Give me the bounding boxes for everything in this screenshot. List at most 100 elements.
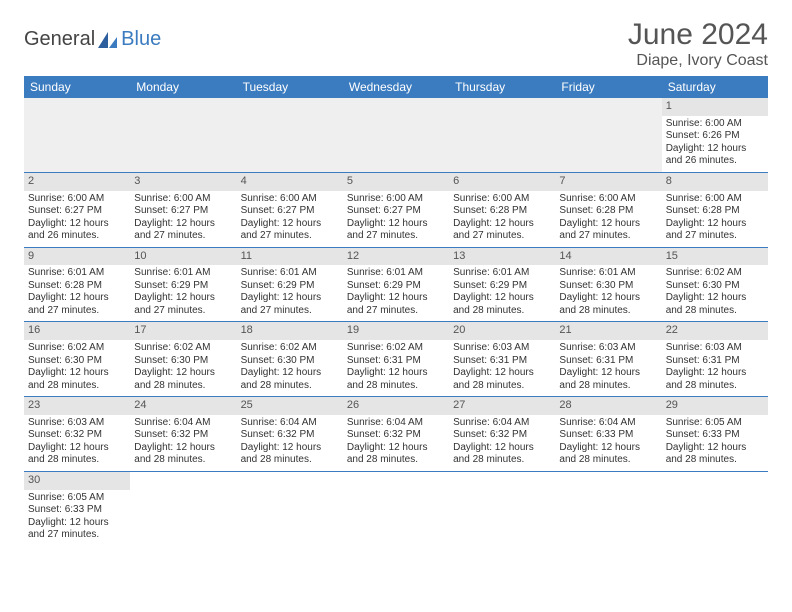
calendar-cell: 10Sunrise: 6:01 AMSunset: 6:29 PMDayligh… (130, 247, 236, 322)
sunrise-text: Sunrise: 6:00 AM (666, 118, 764, 131)
day-number: 29 (662, 397, 768, 415)
sunrise-text: Sunrise: 6:01 AM (28, 267, 126, 280)
calendar-cell-empty (24, 98, 130, 172)
daylight-text: and 27 minutes. (28, 529, 126, 542)
daylight-text: and 28 minutes. (241, 380, 339, 393)
sunset-text: Sunset: 6:33 PM (28, 504, 126, 517)
daylight-text: and 28 minutes. (347, 380, 445, 393)
page-subtitle: Diape, Ivory Coast (628, 52, 768, 70)
calendar-cell: 7Sunrise: 6:00 AMSunset: 6:28 PMDaylight… (555, 172, 661, 247)
calendar-row: 16Sunrise: 6:02 AMSunset: 6:30 PMDayligh… (24, 322, 768, 397)
day-number: 30 (24, 472, 130, 490)
sunrise-text: Sunrise: 6:04 AM (559, 417, 657, 430)
sunrise-text: Sunrise: 6:02 AM (347, 342, 445, 355)
sunset-text: Sunset: 6:26 PM (666, 130, 764, 143)
daylight-text: and 28 minutes. (134, 380, 232, 393)
calendar-cell-empty (662, 471, 768, 545)
daylight-text: Daylight: 12 hours (241, 442, 339, 455)
calendar-cell: 23Sunrise: 6:03 AMSunset: 6:32 PMDayligh… (24, 397, 130, 472)
daylight-text: Daylight: 12 hours (241, 292, 339, 305)
daylight-text: and 28 minutes. (347, 454, 445, 467)
sail-icon (97, 31, 119, 49)
sunset-text: Sunset: 6:29 PM (347, 280, 445, 293)
daylight-text: Daylight: 12 hours (666, 218, 764, 231)
sunset-text: Sunset: 6:30 PM (134, 355, 232, 368)
calendar-cell: 3Sunrise: 6:00 AMSunset: 6:27 PMDaylight… (130, 172, 236, 247)
sunset-text: Sunset: 6:31 PM (666, 355, 764, 368)
sunrise-text: Sunrise: 6:00 AM (453, 193, 551, 206)
sunset-text: Sunset: 6:31 PM (453, 355, 551, 368)
day-number: 28 (555, 397, 661, 415)
sunrise-text: Sunrise: 6:00 AM (134, 193, 232, 206)
daylight-text: Daylight: 12 hours (666, 367, 764, 380)
day-number: 22 (662, 322, 768, 340)
calendar-cell: 25Sunrise: 6:04 AMSunset: 6:32 PMDayligh… (237, 397, 343, 472)
sunset-text: Sunset: 6:33 PM (666, 429, 764, 442)
sunset-text: Sunset: 6:30 PM (28, 355, 126, 368)
daylight-text: Daylight: 12 hours (28, 442, 126, 455)
sunrise-text: Sunrise: 6:04 AM (134, 417, 232, 430)
daylight-text: and 27 minutes. (28, 305, 126, 318)
brand-logo: General Blue (24, 28, 161, 51)
calendar-cell: 12Sunrise: 6:01 AMSunset: 6:29 PMDayligh… (343, 247, 449, 322)
weekday-header: Thursday (449, 76, 555, 98)
header: General Blue June 2024 Diape, Ivory Coas… (24, 18, 768, 70)
sunrise-text: Sunrise: 6:05 AM (28, 492, 126, 505)
daylight-text: Daylight: 12 hours (347, 292, 445, 305)
daylight-text: and 27 minutes. (559, 230, 657, 243)
daylight-text: Daylight: 12 hours (347, 442, 445, 455)
sunset-text: Sunset: 6:27 PM (28, 205, 126, 218)
sunrise-text: Sunrise: 6:03 AM (453, 342, 551, 355)
calendar-cell: 16Sunrise: 6:02 AMSunset: 6:30 PMDayligh… (24, 322, 130, 397)
daylight-text: Daylight: 12 hours (559, 292, 657, 305)
sunrise-text: Sunrise: 6:00 AM (347, 193, 445, 206)
day-number: 24 (130, 397, 236, 415)
calendar-cell: 19Sunrise: 6:02 AMSunset: 6:31 PMDayligh… (343, 322, 449, 397)
calendar-cell: 14Sunrise: 6:01 AMSunset: 6:30 PMDayligh… (555, 247, 661, 322)
day-number: 26 (343, 397, 449, 415)
day-number: 3 (130, 173, 236, 191)
calendar-cell: 26Sunrise: 6:04 AMSunset: 6:32 PMDayligh… (343, 397, 449, 472)
daylight-text: Daylight: 12 hours (347, 218, 445, 231)
calendar-cell: 9Sunrise: 6:01 AMSunset: 6:28 PMDaylight… (24, 247, 130, 322)
daylight-text: Daylight: 12 hours (134, 218, 232, 231)
sunrise-text: Sunrise: 6:01 AM (453, 267, 551, 280)
calendar-row: 2Sunrise: 6:00 AMSunset: 6:27 PMDaylight… (24, 172, 768, 247)
sunrise-text: Sunrise: 6:01 AM (241, 267, 339, 280)
daylight-text: and 28 minutes. (134, 454, 232, 467)
calendar-cell: 2Sunrise: 6:00 AMSunset: 6:27 PMDaylight… (24, 172, 130, 247)
sunset-text: Sunset: 6:28 PM (453, 205, 551, 218)
day-number: 10 (130, 248, 236, 266)
daylight-text: Daylight: 12 hours (28, 218, 126, 231)
sunset-text: Sunset: 6:29 PM (241, 280, 339, 293)
weekday-header: Monday (130, 76, 236, 98)
calendar-cell-empty (449, 471, 555, 545)
daylight-text: and 27 minutes. (453, 230, 551, 243)
day-number: 4 (237, 173, 343, 191)
brand-blue: Blue (121, 28, 161, 51)
daylight-text: and 28 minutes. (28, 454, 126, 467)
sunrise-text: Sunrise: 6:02 AM (134, 342, 232, 355)
calendar-row: 1Sunrise: 6:00 AMSunset: 6:26 PMDaylight… (24, 98, 768, 172)
calendar-cell-empty (130, 98, 236, 172)
sunset-text: Sunset: 6:33 PM (559, 429, 657, 442)
sunset-text: Sunset: 6:32 PM (347, 429, 445, 442)
day-number: 13 (449, 248, 555, 266)
sunrise-text: Sunrise: 6:01 AM (134, 267, 232, 280)
daylight-text: and 27 minutes. (241, 305, 339, 318)
day-number: 7 (555, 173, 661, 191)
sunset-text: Sunset: 6:31 PM (347, 355, 445, 368)
sunrise-text: Sunrise: 6:03 AM (666, 342, 764, 355)
day-number: 14 (555, 248, 661, 266)
daylight-text: and 28 minutes. (453, 305, 551, 318)
calendar-cell: 8Sunrise: 6:00 AMSunset: 6:28 PMDaylight… (662, 172, 768, 247)
calendar-cell: 17Sunrise: 6:02 AMSunset: 6:30 PMDayligh… (130, 322, 236, 397)
daylight-text: Daylight: 12 hours (666, 292, 764, 305)
sunrise-text: Sunrise: 6:04 AM (241, 417, 339, 430)
day-number: 18 (237, 322, 343, 340)
daylight-text: Daylight: 12 hours (28, 517, 126, 530)
day-number: 2 (24, 173, 130, 191)
daylight-text: Daylight: 12 hours (241, 367, 339, 380)
calendar-cell: 11Sunrise: 6:01 AMSunset: 6:29 PMDayligh… (237, 247, 343, 322)
daylight-text: and 28 minutes. (453, 380, 551, 393)
